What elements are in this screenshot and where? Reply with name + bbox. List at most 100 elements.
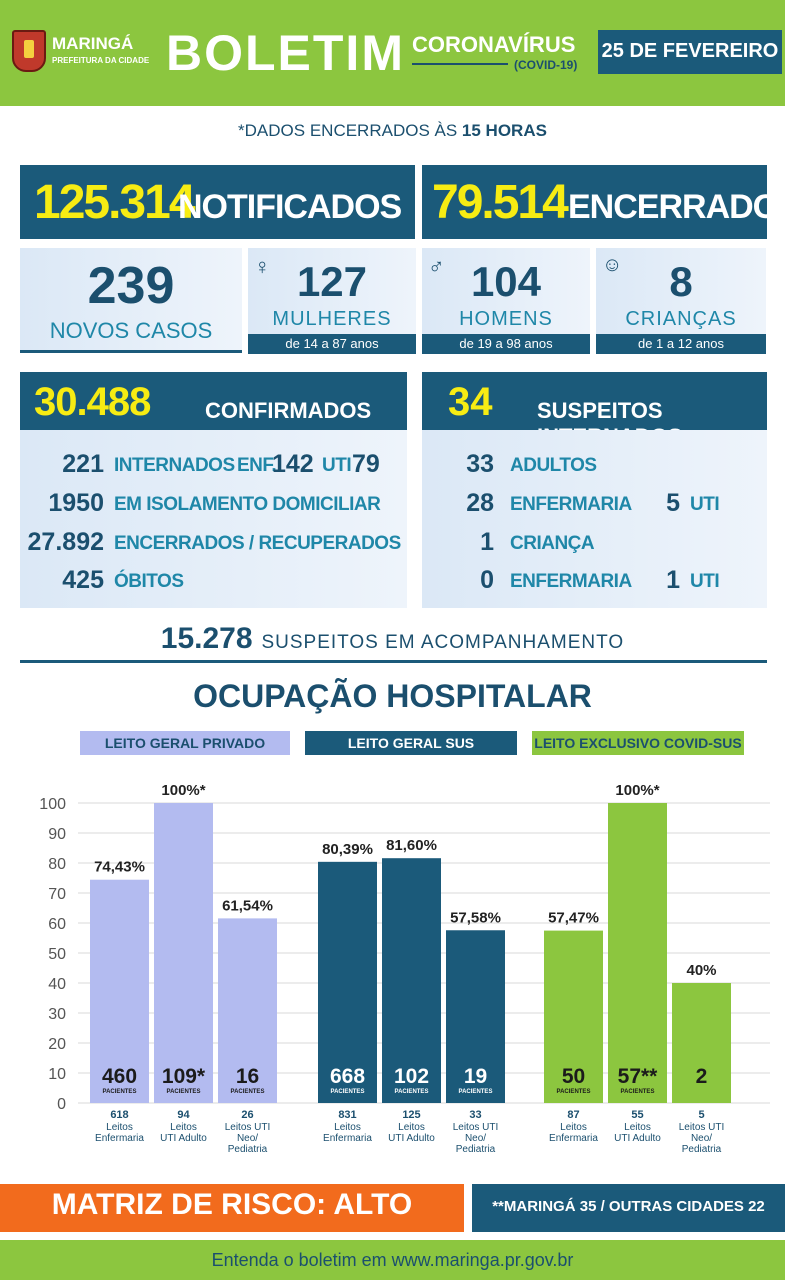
bar (218, 918, 277, 1103)
confirmados-header (20, 372, 407, 430)
baby-icon: ☺ (602, 254, 623, 276)
patients-count: 109* (162, 1065, 206, 1088)
patients-count: 19 (464, 1065, 487, 1088)
patients-label: PACIENTES (167, 1089, 201, 1095)
patients-label: PACIENTES (231, 1089, 265, 1095)
bar-value-label: 81,60% (386, 837, 437, 854)
city-name: MARINGÁ (52, 34, 134, 53)
beds-count: 55 (631, 1109, 643, 1121)
notificados-label: NOTIFICADOS (178, 188, 402, 226)
patients-count: 57** (618, 1065, 659, 1088)
novos-casos-underline (20, 350, 242, 353)
homens-value: 104 (470, 258, 542, 305)
homens-label: HOMENS (459, 308, 553, 330)
category-label: Enfermaria (549, 1133, 598, 1144)
isolamento-label: EM ISOLAMENTO DOMICILIAR (114, 494, 381, 515)
topic-divider (412, 63, 508, 65)
section-divider (20, 660, 767, 663)
website-link-text[interactable]: Entenda o boletim em www.maringa.pr.gov.… (211, 1250, 574, 1270)
criancas-panel (596, 248, 766, 334)
patients-count: 16 (236, 1065, 259, 1088)
susp-adult-uti-label: UTI (690, 494, 720, 515)
patients-label: PACIENTES (459, 1089, 493, 1095)
patients-label: PACIENTES (621, 1089, 655, 1095)
uti-label: UTI (322, 455, 352, 476)
y-tick-label: 70 (48, 886, 66, 903)
bar (154, 803, 213, 1103)
category-label: Enfermaria (323, 1133, 372, 1144)
bar (382, 858, 441, 1103)
patients-label: PACIENTES (331, 1089, 365, 1095)
criancas-label: CRIANÇAS (625, 308, 737, 330)
category-label: Leitos UTI (453, 1122, 499, 1133)
susp-crianca-label: CRIANÇA (510, 533, 595, 554)
category-label: Leitos (106, 1122, 133, 1133)
category-label: UTI Adulto (388, 1133, 435, 1144)
encerrados-label: ENCERRADOS (568, 188, 785, 226)
ocupacao-title: OCUPAÇÃO HOSPITALAR (193, 678, 592, 714)
y-tick-label: 50 (48, 946, 66, 963)
category-label: UTI Adulto (614, 1133, 661, 1144)
risk-matrix-banner (0, 1184, 464, 1232)
novos-casos-value: 239 (87, 257, 175, 315)
bar (446, 930, 505, 1103)
bar-value-label: 57,58% (450, 909, 501, 926)
susp-crianca-enf-label: ENFERMARIA (510, 571, 632, 592)
beds-count: 125 (402, 1109, 420, 1121)
patients-count: 668 (330, 1065, 365, 1088)
bar-value-label: 80,39% (322, 841, 373, 858)
obitos-value: 425 (62, 566, 104, 594)
footer-bar (0, 1240, 785, 1280)
obitos-label: ÓBITOS (114, 571, 184, 592)
bar-value-label: 61,54% (222, 897, 273, 914)
y-tick-label: 30 (48, 1006, 66, 1023)
topic-subtitle: (COVID-19) (514, 58, 578, 72)
recuperados-value: 27.892 (27, 528, 104, 556)
acompanhamento-value: 15.278 (160, 622, 253, 655)
suspeitos-header (422, 372, 767, 430)
bar-value-label: 40% (686, 962, 716, 979)
bar (318, 861, 377, 1103)
bar-value-label: 74,43% (94, 859, 145, 876)
mulheres-age-range: de 14 a 87 anos (248, 334, 416, 354)
suspeitos-value: 34 (448, 380, 493, 424)
patients-count: 50 (562, 1065, 585, 1088)
y-tick-label: 10 (48, 1066, 66, 1083)
criancas-value: 8 (669, 258, 693, 305)
confirmados-value: 30.488 (34, 380, 151, 424)
group-label-privado: LEITO GERAL PRIVADO (80, 731, 290, 755)
bar-value-label: 100%* (615, 782, 659, 799)
beds-count: 618 (110, 1109, 128, 1121)
homens-age-range: de 19 a 98 anos (422, 334, 590, 354)
encerrados-value: 79.514 (432, 176, 569, 229)
risk-matrix-text: MATRIZ DE RISCO: ALTO (51, 1188, 413, 1221)
novos-casos-label: NOVOS CASOS (49, 318, 213, 343)
y-tick-label: 40 (48, 976, 66, 993)
woman-icon: ♀ (254, 254, 271, 279)
suspeitos-details (422, 430, 767, 608)
category-label: Leitos (560, 1122, 587, 1133)
category-label: Neo/ (237, 1133, 258, 1144)
beds-count: 87 (567, 1109, 579, 1121)
homens-panel (422, 248, 590, 334)
susp-adult-uti-value: 5 (666, 489, 680, 517)
category-label: Enfermaria (95, 1133, 144, 1144)
man-icon: ♂ (428, 254, 445, 279)
category-label: Leitos (624, 1122, 651, 1133)
patients-count: 102 (394, 1065, 429, 1088)
bar (608, 803, 667, 1103)
beds-count: 94 (177, 1109, 190, 1121)
cutoff-time: 15 HORAS (461, 121, 547, 140)
group-label-covid: LEITO EXCLUSIVO COVID-SUS (532, 731, 744, 755)
category-label: Leitos UTI (225, 1122, 271, 1133)
y-tick-label: 60 (48, 916, 66, 933)
category-label: Leitos UTI (679, 1122, 725, 1133)
date-badge (598, 30, 782, 74)
susp-crianca-enf-value: 0 (480, 566, 494, 594)
internados-value: 221 (62, 450, 104, 478)
patients-count: 2 (696, 1065, 708, 1088)
category-label: Neo/ (465, 1133, 486, 1144)
y-tick-label: 100 (39, 796, 66, 813)
bar-value-label: 57,47% (548, 910, 599, 927)
mulheres-label: MULHERES (272, 308, 392, 330)
